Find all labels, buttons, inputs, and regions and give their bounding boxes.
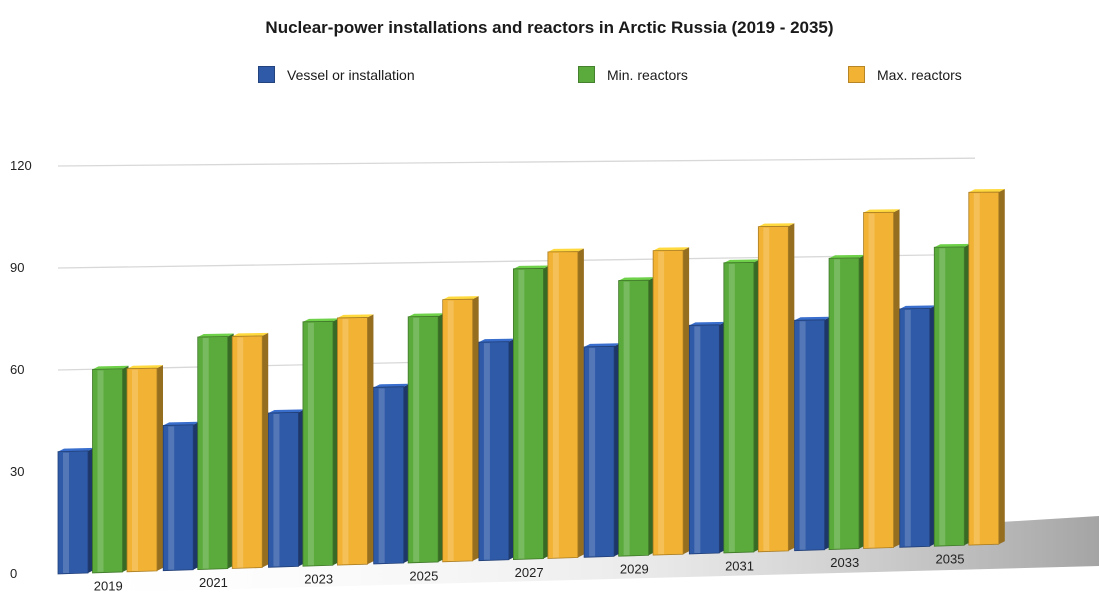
bar-min-reactors-2035 <box>933 243 971 547</box>
y-tick-label-0: 0 <box>10 566 17 581</box>
x-tick-label-2021: 2021 <box>199 575 228 590</box>
legend-item-vessel: Vessel or installation <box>258 66 415 83</box>
bar-max-reactors-2035 <box>968 189 1005 546</box>
bar-vessel-or-installation-2027 <box>478 338 515 562</box>
bar-max-reactors-2029 <box>652 247 690 556</box>
bar-vessel-or-installation-2025 <box>373 383 410 565</box>
legend-swatch-min-reactors <box>578 66 595 83</box>
chart-title: Nuclear-power installations and reactors… <box>265 18 834 37</box>
x-tick-label-2027: 2027 <box>515 565 544 580</box>
bar-min-reactors-2023 <box>302 318 339 567</box>
bar-max-reactors-2025 <box>442 296 479 563</box>
y-tick-label-60: 60 <box>10 362 24 377</box>
bar-vessel-or-installation-2021 <box>162 421 200 572</box>
bar-vessel-or-installation-2035 <box>899 305 936 548</box>
x-tick-label-2023: 2023 <box>304 572 333 587</box>
bar-min-reactors-2029 <box>618 277 655 557</box>
legend-item-max-reactors: Max. reactors <box>848 66 962 83</box>
bar-min-reactors-2025 <box>407 313 445 564</box>
bar-max-reactors-2021 <box>231 332 269 569</box>
bar-vessel-or-installation-2023 <box>268 409 305 568</box>
x-tick-label-2031: 2031 <box>725 558 754 573</box>
bar-vessel-or-installation-2031 <box>688 321 726 555</box>
x-tick-label-2019: 2019 <box>94 578 123 593</box>
legend-label-min-reactors: Min. reactors <box>607 66 688 83</box>
bar-vessel-or-installation-2019 <box>57 447 94 575</box>
legend: Vessel or installation Min. reactors Max… <box>0 66 1099 96</box>
x-tick-label-2029: 2029 <box>620 562 649 577</box>
x-tick-label-2035: 2035 <box>936 552 965 567</box>
legend-swatch-vessel <box>258 66 275 83</box>
bar-min-reactors-2019 <box>92 365 129 574</box>
bar-max-reactors-2023 <box>337 314 374 566</box>
bar-max-reactors-2019 <box>126 365 163 573</box>
bar-max-reactors-2031 <box>757 223 795 553</box>
legend-label-vessel: Vessel or installation <box>287 66 415 83</box>
y-tick-label-30: 30 <box>10 464 24 479</box>
bar-max-reactors-2027 <box>547 248 584 559</box>
legend-swatch-max-reactors <box>848 66 865 83</box>
legend-label-max-reactors: Max. reactors <box>877 66 962 83</box>
bar-min-reactors-2027 <box>512 265 550 560</box>
y-tick-label-120: 120 <box>10 158 32 173</box>
bar-vessel-or-installation-2033 <box>794 316 831 552</box>
legend-item-min-reactors: Min. reactors <box>578 66 688 83</box>
x-tick-label-2033: 2033 <box>830 555 859 570</box>
x-tick-label-2025: 2025 <box>409 568 438 583</box>
bar-min-reactors-2031 <box>723 259 760 554</box>
gridline-90 <box>57 253 976 269</box>
bar-max-reactors-2033 <box>863 209 900 549</box>
y-tick-label-90: 90 <box>10 260 24 275</box>
gridline-120 <box>57 157 976 167</box>
bar-vessel-or-installation-2029 <box>583 343 621 558</box>
bar-min-reactors-2033 <box>828 254 866 550</box>
bar-min-reactors-2021 <box>197 333 234 570</box>
